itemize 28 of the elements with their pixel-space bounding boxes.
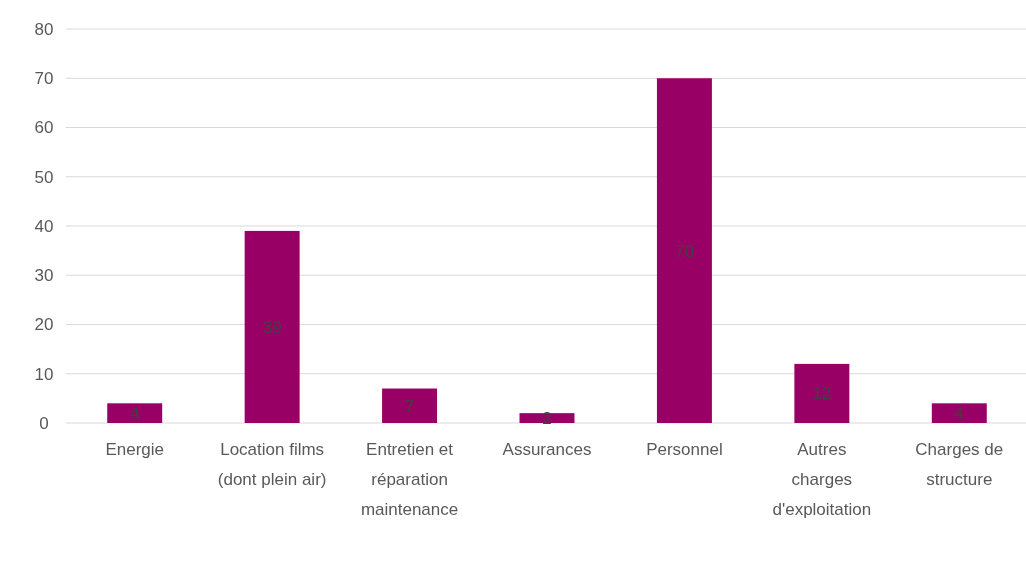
x-tick-label: Location films (dont plein air) bbox=[217, 440, 327, 489]
y-tick-label: 70 bbox=[34, 69, 54, 89]
bar bbox=[794, 363, 850, 423]
y-tick-label: 10 bbox=[34, 364, 54, 384]
x-tick-label: Personnel bbox=[646, 440, 723, 459]
y-tick-label: 20 bbox=[34, 315, 54, 335]
y-tick-label: 50 bbox=[34, 167, 54, 187]
data-label: 70 bbox=[674, 241, 694, 261]
x-tick-label: Autres charges d'exploitation bbox=[772, 440, 872, 519]
y-tick-label: 0 bbox=[39, 413, 49, 433]
y-tick-label: 80 bbox=[34, 19, 54, 39]
data-label: 4 bbox=[129, 404, 140, 424]
data-label: 4 bbox=[954, 404, 965, 424]
x-tick-label: Assurances bbox=[502, 440, 592, 459]
bar bbox=[931, 403, 987, 423]
x-tick-label: Entretien et réparation maintenance bbox=[360, 440, 459, 519]
x-tick-label: Energie bbox=[105, 440, 165, 459]
y-tick-label: 40 bbox=[34, 216, 54, 236]
bar bbox=[107, 403, 163, 423]
bar bbox=[382, 388, 438, 423]
x-tick-label: Charges de structure bbox=[915, 440, 1004, 489]
bar bbox=[244, 230, 300, 423]
data-label: 39 bbox=[262, 317, 282, 337]
data-label: 12 bbox=[812, 384, 832, 404]
data-label: 7 bbox=[404, 396, 415, 416]
bar bbox=[656, 78, 712, 423]
y-tick-label: 60 bbox=[34, 118, 54, 138]
y-tick-label: 30 bbox=[34, 266, 54, 286]
